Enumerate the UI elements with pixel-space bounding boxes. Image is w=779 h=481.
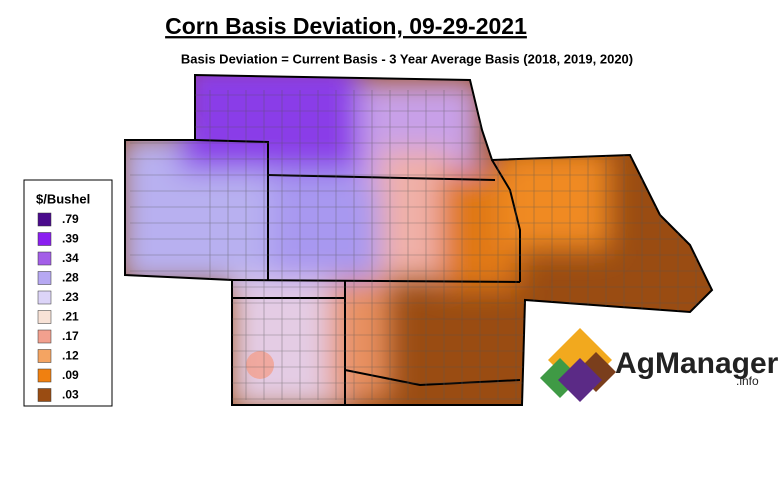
logo-suffix: .info — [736, 374, 759, 388]
legend-label: .21 — [62, 310, 79, 324]
legend-swatch — [37, 251, 52, 266]
legend-swatch — [37, 368, 52, 383]
logo: AgManager .info — [540, 328, 779, 402]
legend-swatch — [37, 212, 52, 227]
legend-label: .79 — [62, 212, 79, 226]
legend-label: .03 — [62, 388, 79, 402]
logo-name: AgManager — [615, 347, 779, 380]
legend-label: .17 — [62, 329, 79, 343]
subtitle: Basis Deviation = Current Basis - 3 Year… — [181, 51, 633, 66]
legend-label: .09 — [62, 368, 79, 382]
legend-label: .39 — [62, 232, 79, 246]
legend-label: .12 — [62, 349, 79, 363]
legend-swatch — [37, 232, 52, 246]
legend-title: $/Bushel — [36, 191, 90, 206]
legend-swatch — [37, 329, 52, 344]
legend-swatch — [37, 310, 52, 324]
legend-swatch — [37, 271, 52, 285]
legend-swatch — [37, 388, 52, 402]
legend: $/Bushel .79 .39 .34 .28 .23 .21 .17 .12 .09 .03 — [23, 179, 113, 407]
legend-label: .28 — [62, 271, 79, 285]
legend-swatch — [37, 290, 52, 305]
title: Corn Basis Deviation, 09-29-2021 — [165, 13, 527, 39]
legend-label: .23 — [62, 290, 79, 304]
legend-swatch — [37, 349, 52, 363]
legend-label: .34 — [62, 251, 79, 265]
